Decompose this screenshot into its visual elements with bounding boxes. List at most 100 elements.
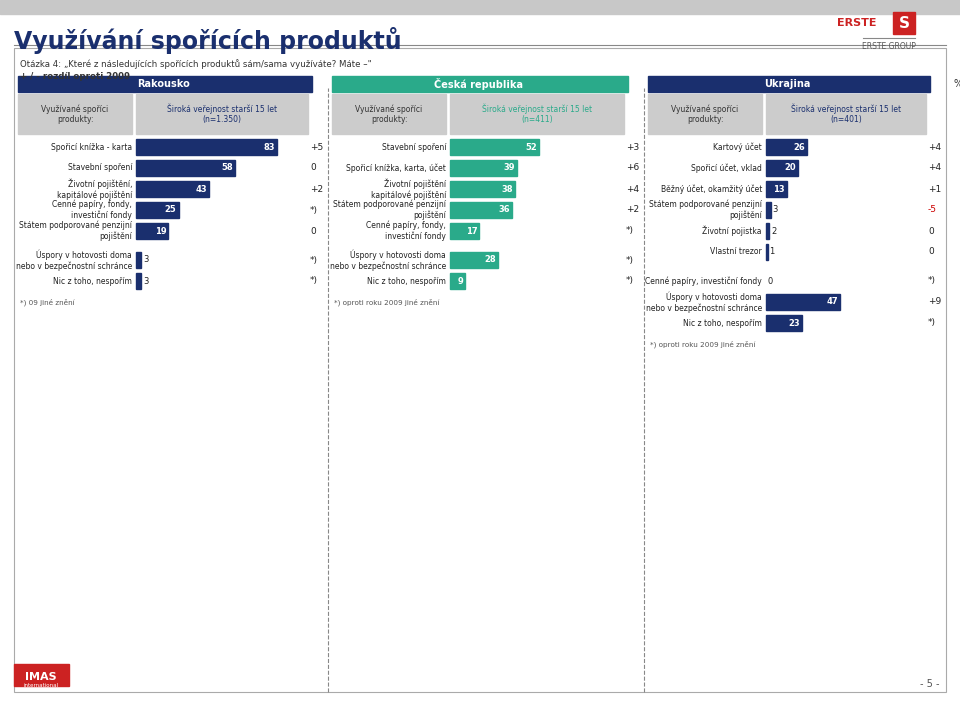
Text: - 5 -: - 5 -: [921, 679, 940, 689]
Text: 19: 19: [155, 227, 166, 235]
Bar: [136, 252, 141, 268]
Text: *): *): [310, 256, 318, 264]
Bar: [766, 244, 768, 260]
Bar: [893, 12, 915, 34]
Bar: [766, 202, 771, 218]
Text: Vlastní trezor: Vlastní trezor: [710, 248, 762, 256]
Text: -5: -5: [928, 205, 937, 215]
Text: Ukrajina: Ukrajina: [764, 79, 810, 89]
Text: 23: 23: [789, 318, 801, 328]
Text: 38: 38: [502, 184, 514, 194]
Text: Úspory v hotovosti doma
nebo v bezpečnostní schránce: Úspory v hotovosti doma nebo v bezpečnos…: [329, 249, 446, 271]
Text: Úspory v hotovosti doma
nebo v bezpečnostní schránce: Úspory v hotovosti doma nebo v bezpečnos…: [15, 249, 132, 271]
Text: 3: 3: [143, 276, 149, 286]
Text: 0: 0: [768, 276, 773, 286]
Text: Cenné papíry, investiční fondy: Cenné papíry, investiční fondy: [645, 276, 762, 286]
Text: 43: 43: [196, 184, 207, 194]
Text: Široká veřejnost starší 15 let
(n=401): Široká veřejnost starší 15 let (n=401): [791, 104, 901, 125]
Text: 36: 36: [498, 205, 510, 215]
Text: Široká veřejnost starší 15 let
(n=411): Široká veřejnost starší 15 let (n=411): [482, 104, 592, 125]
Text: 3: 3: [773, 205, 779, 215]
Text: 52: 52: [526, 143, 538, 151]
Text: *): *): [310, 205, 318, 215]
Bar: [332, 94, 446, 134]
Text: Stavební spoření: Stavební spoření: [381, 143, 446, 151]
Bar: [136, 223, 168, 239]
Text: 1: 1: [770, 248, 775, 256]
Bar: [136, 94, 308, 134]
Text: Kartový účet: Kartový účet: [713, 143, 762, 152]
Bar: [450, 223, 479, 239]
Text: Spořicí účet, vklad: Spořicí účet, vklad: [691, 163, 762, 173]
Bar: [450, 273, 466, 289]
Text: Široká veřejnost starší 15 let
(n=1.350): Široká veřejnost starší 15 let (n=1.350): [167, 104, 277, 125]
Bar: [450, 139, 540, 155]
Bar: [14, 48, 946, 692]
Text: 20: 20: [784, 163, 796, 173]
Text: Nic z toho, nespořím: Nic z toho, nespořím: [367, 276, 446, 286]
Text: S: S: [899, 16, 909, 30]
Bar: [766, 181, 786, 197]
Text: Státem podporované penzijní
pojištění: Státem podporované penzijní pojištění: [19, 221, 132, 241]
Text: Otázka 4: „Které z následujících spořících produktů sám/sama využíváte? Máte –": Otázka 4: „Které z následujících spořící…: [20, 59, 372, 69]
Bar: [766, 223, 769, 239]
Text: +5: +5: [310, 143, 324, 151]
Text: *): *): [928, 276, 936, 286]
Bar: [766, 160, 798, 176]
Text: *) 09 jiné znění: *) 09 jiné znění: [20, 299, 75, 307]
Bar: [450, 252, 498, 268]
Text: +2: +2: [626, 205, 639, 215]
Text: Spořicí knížka - karta: Spořicí knížka - karta: [51, 143, 132, 151]
Text: +1: +1: [928, 184, 941, 194]
Text: 2: 2: [771, 227, 777, 235]
Bar: [450, 160, 517, 176]
Bar: [136, 160, 234, 176]
Text: *): *): [310, 276, 318, 286]
Text: 9: 9: [458, 276, 464, 286]
Text: +3: +3: [626, 143, 639, 151]
Text: Využívané spoříci
produkty:: Využívané spoříci produkty:: [671, 104, 738, 124]
Bar: [0, 0, 960, 14]
Bar: [14, 664, 69, 686]
Bar: [766, 139, 807, 155]
Bar: [766, 294, 840, 310]
Text: + / - rozdíl oproti 2009: + / - rozdíl oproti 2009: [20, 72, 130, 81]
Text: Česká republika: Česká republika: [434, 78, 522, 90]
Text: ERSTE GROUP: ERSTE GROUP: [862, 42, 916, 51]
Text: +6: +6: [626, 163, 639, 173]
Text: Cenné papíry, fondy,
investiční fondy: Cenné papíry, fondy, investiční fondy: [52, 199, 132, 220]
Text: *): *): [626, 276, 634, 286]
Text: 47: 47: [827, 297, 838, 307]
Text: Využívané spoříci
produkty:: Využívané spoříci produkty:: [41, 104, 108, 124]
Text: +9: +9: [928, 297, 941, 307]
Text: Využívané spoříci
produkty:: Využívané spoříci produkty:: [355, 104, 422, 124]
Text: Nic z toho, nespořím: Nic z toho, nespořím: [684, 318, 762, 328]
Text: *): *): [626, 256, 634, 264]
Text: Úspory v hotovosti doma
nebo v bezpečnostní schránce: Úspory v hotovosti doma nebo v bezpečnos…: [646, 292, 762, 312]
Text: 0: 0: [310, 227, 316, 235]
Bar: [648, 76, 930, 92]
Bar: [136, 139, 277, 155]
Text: international: international: [23, 683, 59, 688]
Bar: [450, 181, 516, 197]
Text: *) oproti roku 2009 jiné znění: *) oproti roku 2009 jiné znění: [334, 299, 440, 307]
Text: 58: 58: [221, 163, 232, 173]
Text: Životní pojištění,
kapitálové pojištění: Životní pojištění, kapitálové pojištění: [57, 179, 132, 199]
Text: Životní pojištění
kapitálové pojištění: Životní pojištění kapitálové pojištění: [371, 179, 446, 199]
Text: 39: 39: [504, 163, 516, 173]
Bar: [450, 94, 624, 134]
Text: Běžný účet, okamžitý účet: Běžný účet, okamžitý účet: [660, 184, 762, 194]
Bar: [136, 273, 141, 289]
Text: 25: 25: [165, 205, 177, 215]
Text: Využívání spořících produktů: Využívání spořících produktů: [14, 27, 401, 54]
Bar: [766, 94, 926, 134]
Text: IMAS: IMAS: [25, 672, 57, 682]
Text: +4: +4: [928, 143, 941, 151]
Text: *): *): [928, 318, 936, 328]
Text: Státem podporované penzijní
pojištění: Státem podporované penzijní pojištění: [649, 199, 762, 220]
Bar: [648, 94, 762, 134]
Text: *) oproti roku 2009 jiné znění: *) oproti roku 2009 jiné znění: [650, 341, 756, 348]
Text: Cenné papíry, fondy,
investiční fondy: Cenné papíry, fondy, investiční fondy: [366, 221, 446, 241]
Bar: [18, 76, 312, 92]
Text: Nic z toho, nespořím: Nic z toho, nespořím: [53, 276, 132, 286]
